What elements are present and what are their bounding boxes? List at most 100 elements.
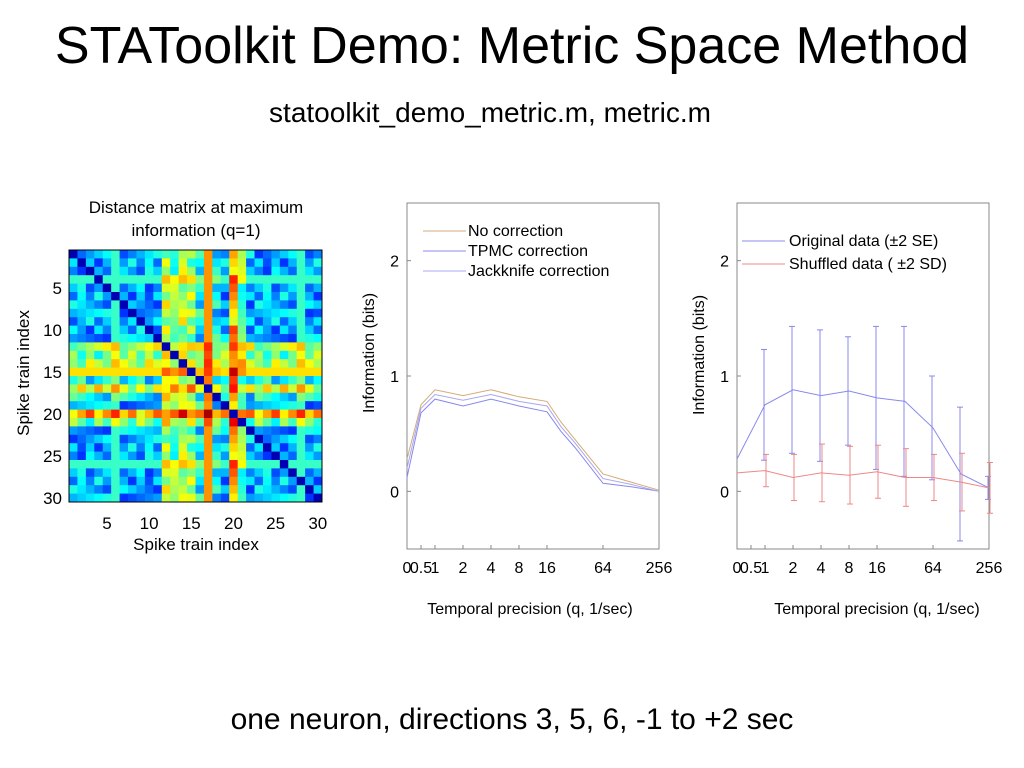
heatmap-cell	[178, 266, 188, 276]
heatmap-cell	[220, 392, 230, 402]
heatmap-cell	[313, 426, 323, 436]
heatmap-cell	[271, 409, 281, 419]
heatmap-cell	[102, 401, 112, 410]
heatmap-cell	[279, 434, 289, 444]
heatmap-cell	[229, 401, 239, 410]
heatmap-cell	[161, 317, 171, 326]
heatmap-cell	[279, 250, 289, 259]
heatmap-cell	[271, 325, 281, 335]
heatmap-cell	[262, 334, 272, 343]
heatmap-cell	[144, 283, 154, 293]
heatmap-cell	[153, 350, 163, 360]
heatmap-cell	[178, 434, 188, 444]
heatmap-cell	[144, 367, 154, 377]
info-chart-1-series	[406, 389, 660, 492]
heatmap-cell	[178, 325, 188, 335]
heatmap-cell	[262, 384, 272, 394]
heatmap-cell	[136, 350, 146, 360]
heatmap-cell	[128, 443, 137, 452]
heatmap-cell	[85, 342, 95, 352]
heatmap-cell	[69, 493, 78, 503]
heatmap-cell	[85, 308, 95, 318]
heatmap-cell	[288, 300, 298, 310]
heatmap-cell	[187, 266, 196, 276]
heatmap-cell	[144, 392, 154, 402]
heatmap-cell	[246, 409, 255, 419]
heatmap-cell	[119, 493, 129, 503]
heatmap-cell	[94, 342, 104, 352]
heatmap-cell	[305, 409, 314, 419]
heatmap-cell	[136, 359, 146, 368]
heatmap-cell	[161, 485, 171, 494]
heatmap-cell	[102, 334, 112, 343]
heatmap-cell	[119, 384, 129, 394]
heatmap-cell	[288, 392, 298, 402]
heatmap-cell	[170, 376, 180, 385]
heatmap-cell	[187, 443, 196, 452]
heatmap-cell	[203, 367, 213, 377]
heatmap-cell	[153, 308, 163, 318]
heatmap-cell	[254, 308, 264, 318]
heatmap-cell	[254, 275, 264, 284]
heatmap-cell	[237, 434, 247, 444]
heatmap-cell	[271, 426, 281, 436]
heatmap-cell	[144, 443, 154, 452]
heatmap-cell	[296, 317, 306, 326]
heatmap-cell	[220, 308, 230, 318]
heatmap-cell	[229, 493, 239, 503]
heatmap-cell	[262, 342, 272, 352]
heatmap-cell	[161, 476, 171, 486]
heatmap-cell	[195, 443, 205, 452]
heatmap-cell	[229, 317, 239, 326]
heatmap-cell	[144, 434, 154, 444]
heatmap-cell	[128, 476, 137, 486]
heatmap-cell	[69, 275, 78, 284]
heatmap-cell	[153, 325, 163, 335]
heatmap-y-tick-label: 20	[43, 405, 62, 424]
heatmap-cell	[203, 266, 213, 276]
heatmap-cell	[271, 359, 281, 368]
heatmap-cell	[229, 342, 239, 352]
heatmap-cell	[136, 451, 146, 461]
heatmap-cell	[212, 317, 222, 326]
heatmap-x-tick-label: 20	[224, 514, 243, 533]
heatmap-x-tick-label: 10	[140, 514, 159, 533]
heatmap-cell	[170, 476, 180, 486]
heatmap-cell	[246, 367, 255, 377]
heatmap-cell	[313, 292, 323, 301]
heatmap-cell	[296, 308, 306, 318]
heatmap-cell	[170, 275, 180, 284]
heatmap-cell	[296, 443, 306, 452]
heatmap-cell	[237, 493, 247, 503]
heatmap-cell	[254, 283, 264, 293]
heatmap-cell	[136, 476, 146, 486]
heatmap-cell	[212, 485, 222, 494]
heatmap-cell	[102, 493, 112, 503]
heatmap-cell	[69, 485, 78, 494]
heatmap-cell	[187, 367, 196, 377]
heatmap-cell	[195, 350, 205, 360]
heatmap-cell	[262, 300, 272, 310]
heatmap-cell	[305, 334, 314, 343]
heatmap-cell	[220, 300, 230, 310]
heatmap-cell	[271, 451, 281, 461]
heatmap-cell	[246, 451, 255, 461]
y-tick-label: 1	[390, 369, 399, 386]
heatmap-cell	[128, 468, 137, 478]
heatmap-cell	[128, 384, 137, 394]
heatmap-cell	[119, 283, 129, 293]
heatmap-cell	[111, 308, 120, 318]
heatmap-cell	[305, 367, 314, 377]
heatmap-x-label: Spike train index	[133, 535, 259, 554]
heatmap-cell	[77, 266, 87, 276]
heatmap-cell	[212, 401, 222, 410]
heatmap-cell	[288, 317, 298, 326]
heatmap-cell	[153, 485, 163, 494]
x-tick-label: 64	[594, 560, 612, 577]
heatmap-cell	[144, 292, 154, 301]
heatmap-cell	[119, 350, 129, 360]
heatmap-cell	[237, 401, 247, 410]
heatmap-cell	[212, 476, 222, 486]
heatmap-cell	[203, 275, 213, 284]
heatmap-cell	[305, 258, 314, 268]
